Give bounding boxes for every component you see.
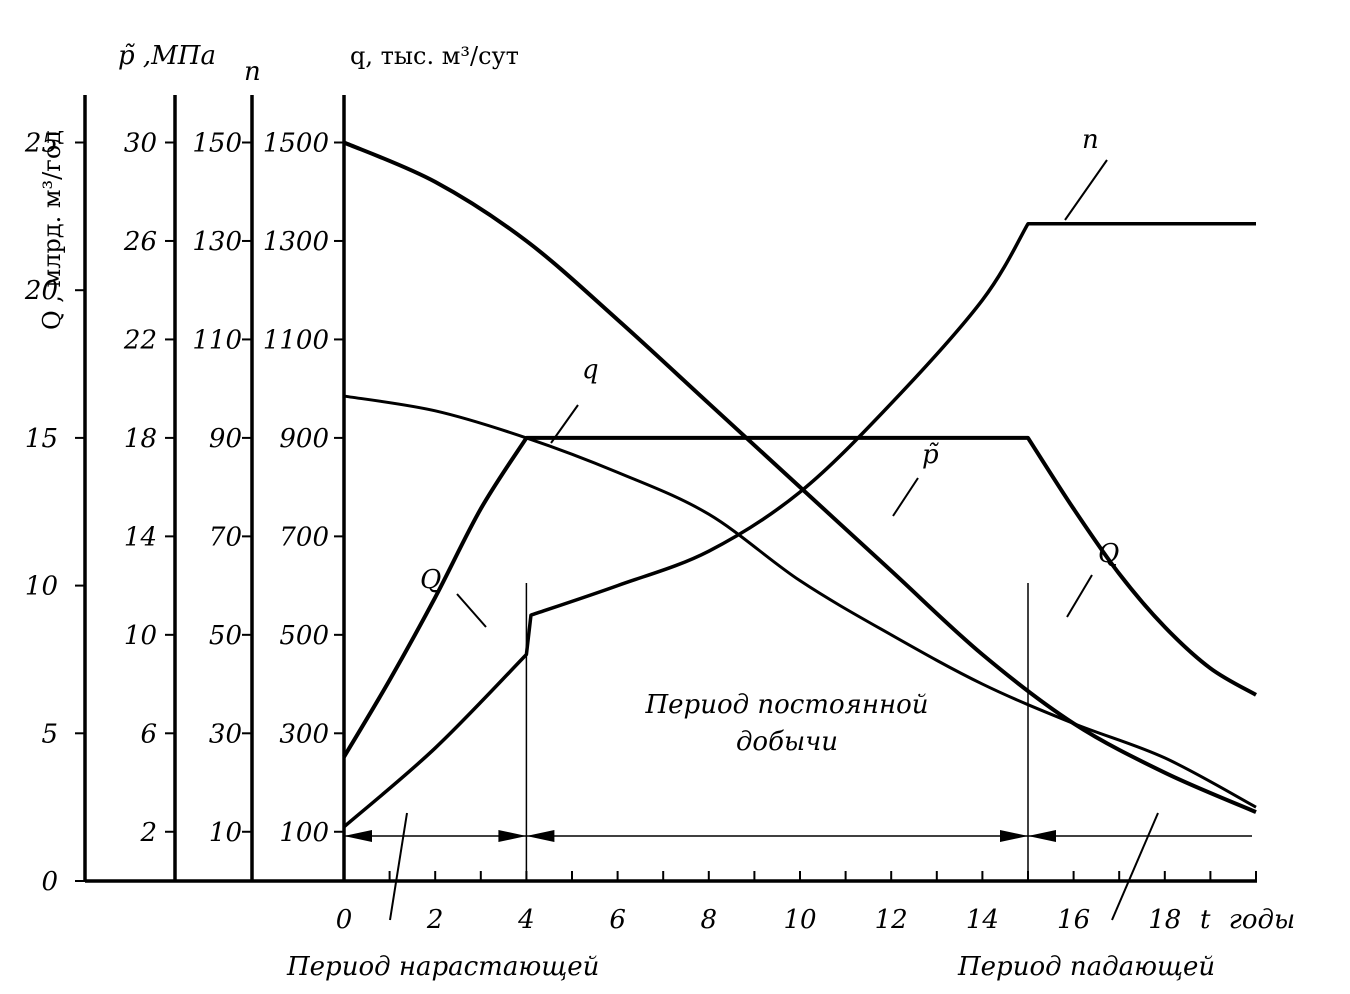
fall-period-leader <box>1111 812 1159 921</box>
q-tick-label: 700 <box>279 522 329 552</box>
x-tick-label: 8 <box>701 905 718 935</box>
q-tick-label: 500 <box>279 621 329 651</box>
Q-right-leader <box>1066 574 1093 618</box>
period-fall-label: Период падающей <box>957 952 1215 982</box>
curve-label-Q-right: Q <box>1098 539 1119 569</box>
x-tick-label: 2 <box>426 905 444 935</box>
q-tick-label: 1100 <box>263 325 329 355</box>
x-tick-label: 14 <box>966 905 999 935</box>
period-arrowhead <box>526 830 555 842</box>
q-axis-title: q, тыс. м³/сут <box>350 42 519 70</box>
p-tick-label: 90 <box>209 424 242 454</box>
p-tick-label: 150 <box>192 129 242 159</box>
period-arrows <box>344 830 1056 842</box>
tick-marks <box>75 141 1257 882</box>
q-tick-label: 1300 <box>263 227 329 257</box>
series-p-line <box>343 140 1257 814</box>
x-tick-label: 6 <box>609 905 626 935</box>
x-tick-label: 16 <box>1057 905 1090 935</box>
Q-left-leader <box>456 593 487 628</box>
p_inner-tick-label: 22 <box>123 325 157 355</box>
n-leader <box>1064 159 1108 221</box>
axis-lines <box>83 95 1257 883</box>
q-tick-label: 100 <box>279 818 329 848</box>
q-tick-label: 1500 <box>263 129 329 159</box>
Q-tick-label: 15 <box>25 424 58 454</box>
p_inner-tick-label: 18 <box>124 424 157 454</box>
p_inner-tick-label: 6 <box>140 719 157 749</box>
Q-tick-label: 0 <box>41 867 58 897</box>
p-leader <box>892 477 919 517</box>
p-tick-label: 130 <box>192 227 242 257</box>
period-arrowhead <box>1028 830 1056 842</box>
x-axis-unit: t годы <box>1200 905 1295 935</box>
n-axis-title: n <box>244 57 261 87</box>
p_inner-tick-label: 26 <box>123 227 157 257</box>
series-n-line <box>342 221 1256 829</box>
Q-tick-label: 5 <box>41 719 58 749</box>
q-tick-label: 900 <box>279 424 329 454</box>
period-rise-label: Период нарастающей <box>286 952 599 982</box>
p_inner-tick-label: 10 <box>124 621 157 651</box>
rise-period-leader <box>389 812 408 921</box>
series-q-line <box>343 394 1257 809</box>
curve-label-n: n <box>1082 125 1099 155</box>
x-tick-label: 0 <box>336 905 353 935</box>
x-tick-label: 18 <box>1148 905 1181 935</box>
period-arrowhead <box>1000 830 1028 842</box>
p-tick-label: 30 <box>209 719 242 749</box>
p-tick-label: 70 <box>209 522 242 552</box>
period-labels: Период постоянной добычи Период нарастаю… <box>286 690 1215 982</box>
p-tick-label: 50 <box>209 621 242 651</box>
q-leader <box>550 404 579 444</box>
period-arrowhead <box>344 830 372 842</box>
Q-tick-label: 10 <box>25 572 58 602</box>
period-const-line2: добычи <box>736 727 838 757</box>
x-tick-label: 4 <box>517 905 535 935</box>
curve-label-p: p̃ <box>922 440 939 470</box>
x-tick-label: 12 <box>875 905 908 935</box>
series-Q-line <box>342 435 1258 758</box>
p-axis-title: p̃ ,МПа <box>118 41 216 71</box>
p-tick-label: 110 <box>192 325 242 355</box>
Q-tick-label: 20 <box>24 276 58 306</box>
axis-headers: p̃ ,МПа n q, тыс. м³/сут Q , млрд. м³/го… <box>38 41 519 330</box>
p_inner-tick-label: 2 <box>139 818 157 848</box>
Q-tick-label: 25 <box>24 129 58 159</box>
curve-labels: n q p̃ Q Q <box>420 125 1119 595</box>
curve-label-Q-left: Q <box>420 565 441 595</box>
period-arrowhead <box>498 830 527 842</box>
p_inner-tick-label: 14 <box>124 522 157 552</box>
q-tick-label: 300 <box>279 719 329 749</box>
Q-axis-title: Q , млрд. м³/год <box>38 130 66 330</box>
x-axis-var: t <box>1200 905 1211 935</box>
p-tick-label: 10 <box>209 818 242 848</box>
series-curves <box>342 140 1258 829</box>
curve-label-q: q <box>582 355 599 385</box>
period-const-line1: Период постоянной <box>645 690 929 720</box>
x-axis-unit-text: годы <box>1229 905 1295 935</box>
leader-lines <box>389 159 1159 921</box>
period-markers <box>344 583 1252 881</box>
x-tick-label: 10 <box>783 905 816 935</box>
p_inner-tick-label: 30 <box>124 129 157 159</box>
tick-labels: 0 2 4 6 8 10 12 14 16 180510152025261014182226301… <box>24 129 1181 936</box>
